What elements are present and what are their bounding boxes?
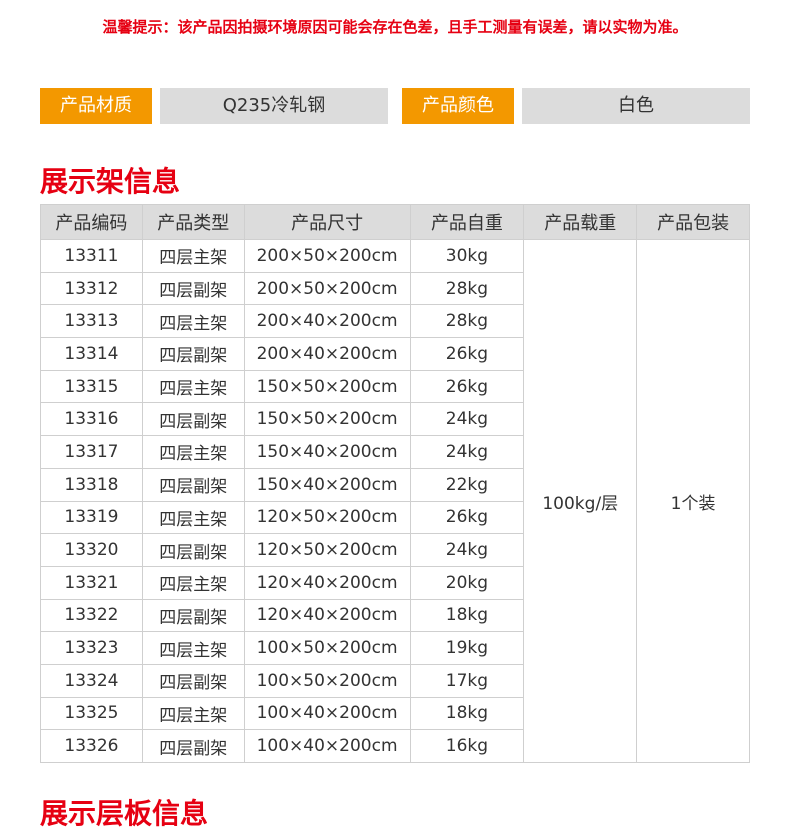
table-cell: 18kg: [409, 598, 525, 633]
table-row: 13315 四层主架 150×50×200cm 26kg: [40, 369, 750, 404]
table-cell: 120×50×200cm: [243, 500, 411, 535]
table-cell: 200×50×200cm: [243, 239, 411, 273]
table-cell: 24kg: [409, 402, 525, 437]
table-row: 13324 四层副架 100×50×200cm 17kg: [40, 663, 750, 698]
column-header: 产品尺寸: [243, 204, 411, 240]
table-cell: 四层副架: [141, 598, 245, 633]
table-cell: 四层副架: [141, 402, 245, 437]
table-cell: 20kg: [409, 565, 525, 600]
column-header: 产品载重: [523, 204, 638, 240]
table-cell: 19kg: [409, 631, 525, 665]
color-value: 白色: [522, 88, 750, 124]
table-cell: 200×40×200cm: [243, 304, 411, 339]
package-cell: 1个装: [636, 239, 750, 763]
table-row: 13317 四层主架 150×40×200cm 24kg: [40, 435, 750, 469]
table-cell: 200×50×200cm: [243, 271, 411, 306]
load-cell: 100kg/层: [523, 239, 638, 763]
table-row: 13311 四层主架 200×50×200cm 30kg 100kg/层 1个装: [40, 239, 750, 763]
table-cell: 100×50×200cm: [243, 663, 411, 698]
table-cell: 13320: [40, 533, 143, 567]
table-cell: 13324: [40, 663, 143, 698]
table-cell: 150×40×200cm: [243, 467, 411, 502]
table-cell: 120×40×200cm: [243, 565, 411, 600]
table-cell: 150×40×200cm: [243, 435, 411, 469]
table-cell: 四层主架: [141, 435, 245, 469]
table-cell: 100×40×200cm: [243, 729, 411, 763]
table-cell: 13314: [40, 337, 143, 371]
section-title: 展示架信息: [40, 165, 181, 198]
table-cell: 18kg: [409, 696, 525, 731]
table-cell: 四层主架: [141, 500, 245, 535]
table-cell: 24kg: [409, 435, 525, 469]
table-cell: 四层副架: [141, 533, 245, 567]
table-cell: 13312: [40, 271, 143, 306]
table-cell: 26kg: [409, 369, 525, 404]
table-row: 13313 四层主架 200×40×200cm 28kg: [40, 304, 750, 339]
table-cell: 13317: [40, 435, 143, 469]
table-cell: 四层副架: [141, 271, 245, 306]
table-cell: 150×50×200cm: [243, 369, 411, 404]
table-cell: 四层主架: [141, 696, 245, 731]
table-row: 13312 四层副架 200×50×200cm 28kg: [40, 271, 750, 306]
table-cell: 28kg: [409, 271, 525, 306]
table-cell: 100×40×200cm: [243, 696, 411, 731]
color-label: 产品颜色: [402, 88, 514, 124]
table-cell: 200×40×200cm: [243, 337, 411, 371]
rack-info-table: 产品编码 产品类型 产品尺寸 产品自重 产品载重 产品包装 13311 四层主架 200×50…: [40, 204, 750, 763]
table-cell: 四层副架: [141, 729, 245, 763]
table-row: 13326 四层副架 100×40×200cm 16kg: [40, 729, 750, 763]
table-row: 13325 四层主架 100×40×200cm 18kg: [40, 696, 750, 731]
table-cell: 四层副架: [141, 467, 245, 502]
table-cell: 13326: [40, 729, 143, 763]
table-cell: 四层主架: [141, 369, 245, 404]
table-row: 13316 四层副架 150×50×200cm 24kg: [40, 402, 750, 437]
table-row: 13322 四层副架 120×40×200cm 18kg: [40, 598, 750, 633]
table-cell: 四层主架: [141, 565, 245, 600]
material-value: Q235冷轧钢: [160, 88, 388, 124]
column-header: 产品编码: [40, 204, 143, 240]
table-row: 13319 四层主架 120×50×200cm 26kg: [40, 500, 750, 535]
table-row: 13314 四层副架 200×40×200cm 26kg: [40, 337, 750, 371]
table-cell: 四层主架: [141, 304, 245, 339]
table-cell: 13323: [40, 631, 143, 665]
table-cell: 13325: [40, 696, 143, 731]
column-header: 产品包装: [636, 204, 750, 240]
table-row: 13318 四层副架 150×40×200cm 22kg: [40, 467, 750, 502]
table-cell: 120×50×200cm: [243, 533, 411, 567]
table-cell: 13313: [40, 304, 143, 339]
table-cell: 26kg: [409, 500, 525, 535]
next-section-title: 展示层板信息: [40, 797, 209, 830]
table-cell: 四层副架: [141, 663, 245, 698]
column-header: 产品自重: [409, 204, 525, 240]
table-cell: 30kg: [409, 239, 525, 273]
material-label: 产品材质: [40, 88, 152, 124]
table-cell: 四层副架: [141, 337, 245, 371]
table-cell: 四层主架: [141, 239, 245, 273]
table-cell: 13315: [40, 369, 143, 404]
table-cell: 13316: [40, 402, 143, 437]
table-cell: 150×50×200cm: [243, 402, 411, 437]
table-row: 13323 四层主架 100×50×200cm 19kg: [40, 631, 750, 665]
table-cell: 24kg: [409, 533, 525, 567]
column-header: 产品类型: [141, 204, 245, 240]
table-cell: 100×50×200cm: [243, 631, 411, 665]
table-cell: 17kg: [409, 663, 525, 698]
table-cell: 四层主架: [141, 631, 245, 665]
table-cell: 120×40×200cm: [243, 598, 411, 633]
table-cell: 16kg: [409, 729, 525, 763]
table-cell: 13318: [40, 467, 143, 502]
table-cell: 13321: [40, 565, 143, 600]
table-cell: 13322: [40, 598, 143, 633]
table-cell: 28kg: [409, 304, 525, 339]
table-cell: 22kg: [409, 467, 525, 502]
table-cell: 13319: [40, 500, 143, 535]
table-cell: 13311: [40, 239, 143, 273]
notice-text: 温馨提示：该产品因拍摄环境原因可能会存在色差，且手工测量有误差，请以实物为准。: [102, 18, 688, 36]
table-cell: 26kg: [409, 337, 525, 371]
